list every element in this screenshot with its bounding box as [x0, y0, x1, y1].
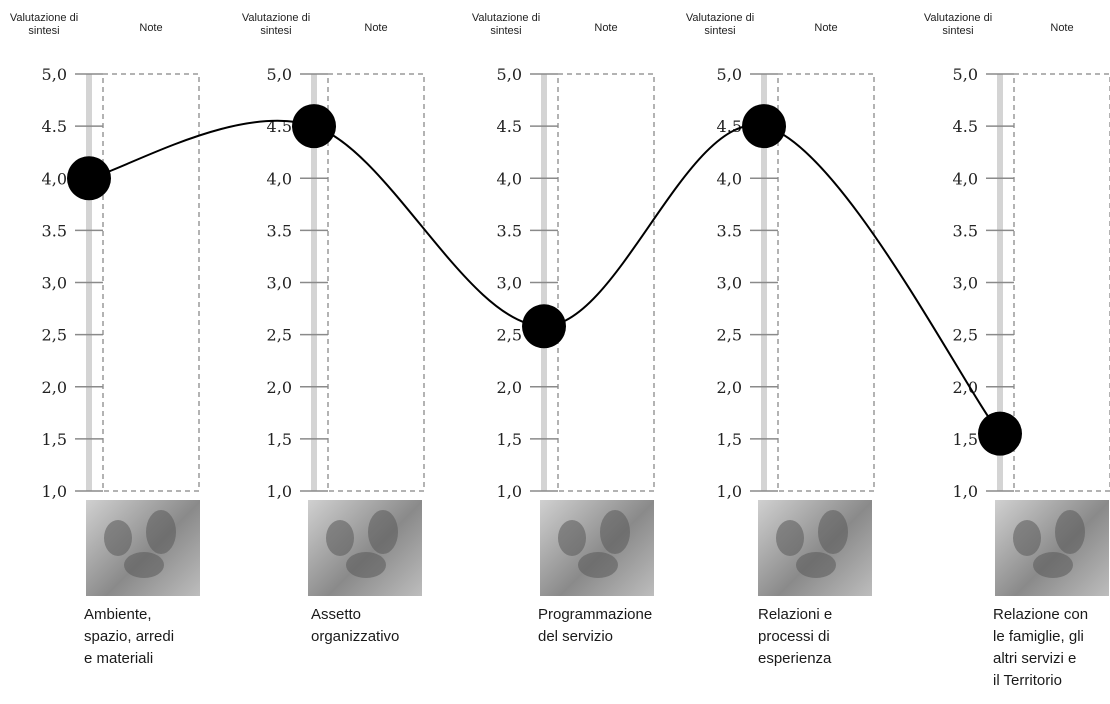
- y-tick-label: 4,0: [497, 169, 522, 188]
- y-tick-label: 1,5: [267, 430, 292, 449]
- rating-column-header: Valutazione di sintesi: [685, 12, 755, 37]
- y-tick-label: 4.5: [42, 117, 67, 136]
- caption-line: e materiali: [84, 650, 154, 667]
- rating-column-header: Valutazione di sintesi: [9, 12, 79, 37]
- y-tick-label: 3,0: [717, 274, 742, 293]
- caption-line: del servizio: [538, 628, 614, 645]
- notes-box: [557, 73, 655, 492]
- y-tick-label: 3,0: [267, 274, 292, 293]
- y-tick-label: 1,0: [497, 482, 522, 501]
- y-tick-label: 3.5: [267, 221, 292, 240]
- notes-column-header: Note: [1050, 22, 1074, 34]
- category-caption: Relazione con le famiglie, gli altri servi…: [993, 604, 1088, 692]
- y-tick-label: 4.5: [717, 117, 742, 136]
- y-tick-label: 2,0: [497, 378, 522, 397]
- y-tick-label: 4,0: [42, 169, 67, 188]
- caption-line: Relazione con: [993, 606, 1089, 623]
- y-tick-label: 5,0: [42, 65, 67, 84]
- notes-column-header: Note: [139, 22, 163, 34]
- y-tick-label: 3,0: [497, 274, 522, 293]
- notes-column-header: Note: [814, 22, 838, 34]
- y-tick-label: 1,5: [717, 430, 742, 449]
- y-tick-label: 3,0: [953, 274, 978, 293]
- series-line: [88, 119, 1001, 435]
- notes-box: [777, 73, 875, 492]
- caption-line: processi di: [758, 628, 830, 645]
- rating-column-header: Valutazione di sintesi: [471, 12, 541, 37]
- category-photo: [758, 500, 872, 596]
- notes-column-header: Note: [594, 22, 618, 34]
- caption-line: esperienza: [758, 650, 832, 667]
- rating-column-header: Valutazione di sintesi: [923, 12, 993, 37]
- y-tick-label: 4.5: [497, 117, 522, 136]
- y-tick-label: 3.5: [717, 221, 742, 240]
- y-tick-label: 1,0: [717, 482, 742, 501]
- category-photo: [540, 500, 654, 596]
- y-tick-label: 2,5: [42, 326, 67, 345]
- y-tick-label: 1,5: [497, 430, 522, 449]
- notes-column-header: Note: [364, 22, 388, 34]
- y-tick-label: 3.5: [953, 221, 978, 240]
- category-caption: Ambiente, spazio, arredi e materiali: [84, 604, 174, 670]
- category-caption: Programmazione del servizio: [538, 604, 652, 648]
- y-tick-label: 1,0: [42, 482, 67, 501]
- y-tick-label: 2,5: [497, 326, 522, 345]
- caption-line: Programmazione: [538, 606, 653, 623]
- notes-box: [1013, 73, 1110, 492]
- y-tick-label: 4,0: [267, 169, 292, 188]
- y-tick-label: 5,0: [267, 65, 292, 84]
- notes-box: [327, 73, 425, 492]
- category-photo: [308, 500, 422, 596]
- rating-column-header: Valutazione di sintesi: [241, 12, 311, 37]
- caption-line: le famiglie, gli: [993, 628, 1084, 645]
- y-tick-label: 2,5: [267, 326, 292, 345]
- data-point: [742, 104, 786, 149]
- y-tick-label: 5,0: [717, 65, 742, 84]
- y-tick-label: 4,0: [717, 169, 742, 188]
- caption-line: organizzativo: [311, 628, 400, 645]
- y-tick-label: 1,5: [42, 430, 67, 449]
- category-caption: Relazioni e processi di esperienza: [758, 604, 832, 670]
- notes-box: [102, 73, 200, 492]
- caption-line: spazio, arredi: [84, 628, 175, 645]
- caption-line: Assetto: [311, 606, 362, 623]
- caption-line: Ambiente,: [84, 606, 152, 623]
- y-tick-label: 1,0: [267, 482, 292, 501]
- y-tick-label: 2,0: [717, 378, 742, 397]
- y-tick-label: 3.5: [42, 221, 67, 240]
- caption-line: altri servizi e: [993, 650, 1077, 667]
- data-point: [522, 304, 566, 349]
- category-photo: [86, 500, 200, 596]
- y-tick-label: 5,0: [497, 65, 522, 84]
- y-tick-label: 2,5: [953, 326, 978, 345]
- data-point: [978, 411, 1022, 456]
- category-photo: [995, 500, 1109, 596]
- y-tick-label: 5,0: [953, 65, 978, 84]
- y-tick-label: 4.5: [953, 117, 978, 136]
- category-caption: Assetto organizzativo: [311, 604, 399, 648]
- y-tick-label: 3,0: [42, 274, 67, 293]
- data-point: [67, 156, 111, 201]
- data-point: [292, 104, 336, 149]
- y-tick-label: 3.5: [497, 221, 522, 240]
- y-tick-label: 1,0: [953, 482, 978, 501]
- y-tick-label: 2,0: [42, 378, 67, 397]
- y-tick-label: 2,0: [267, 378, 292, 397]
- caption-line: Relazioni e: [758, 606, 833, 623]
- y-tick-label: 4,0: [953, 169, 978, 188]
- caption-line: il Territorio: [993, 672, 1062, 689]
- y-tick-label: 1,5: [953, 430, 978, 449]
- y-tick-label: 2,5: [717, 326, 742, 345]
